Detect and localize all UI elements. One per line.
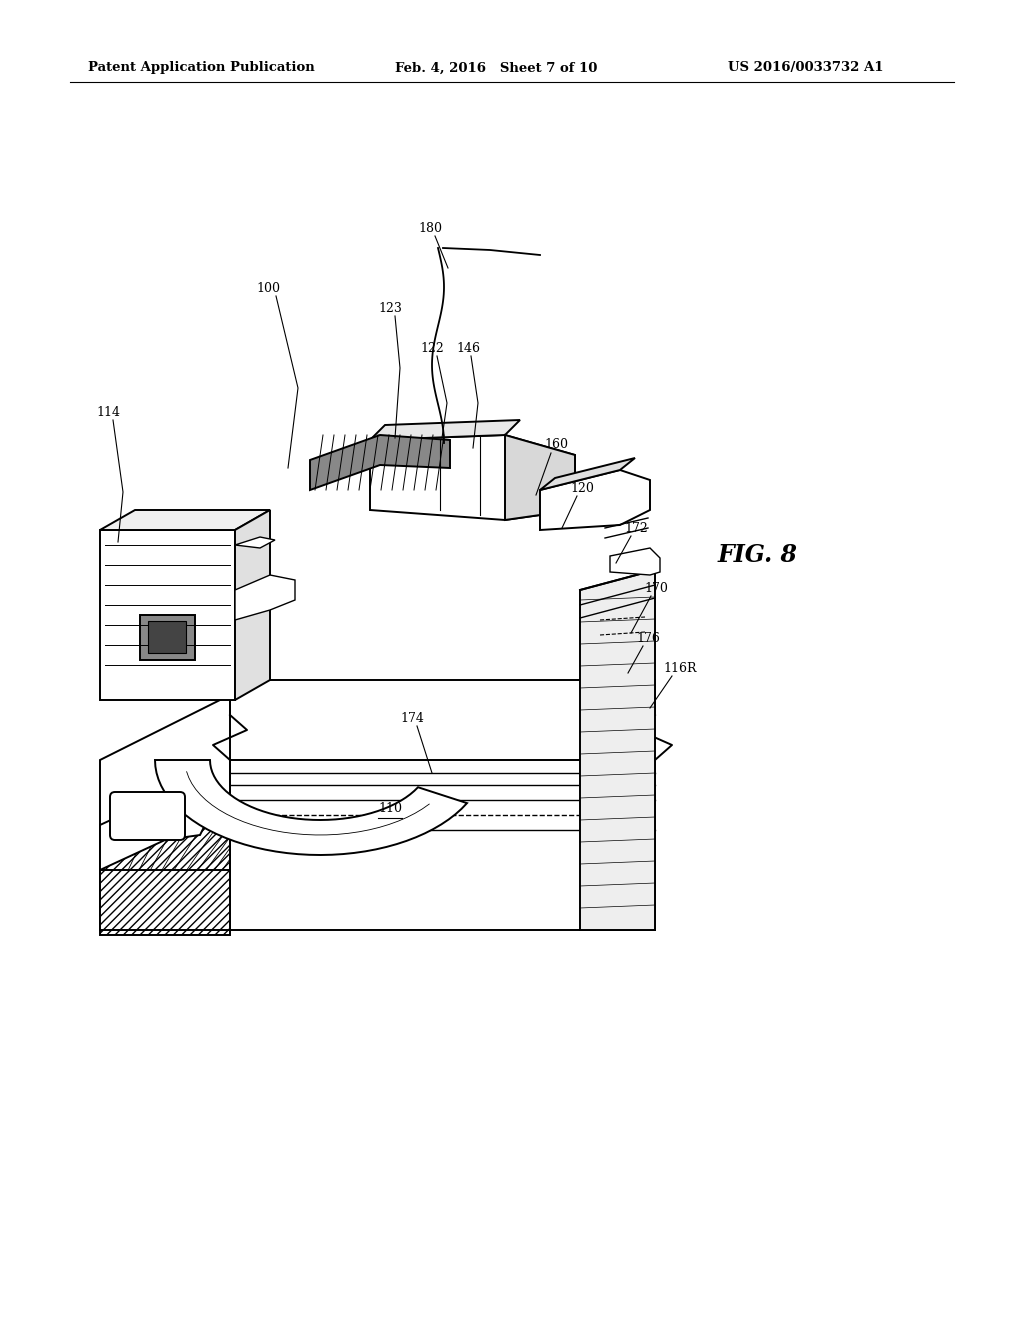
Polygon shape	[234, 510, 270, 700]
Text: 120: 120	[570, 482, 594, 495]
Text: Patent Application Publication: Patent Application Publication	[88, 62, 314, 74]
Polygon shape	[370, 436, 575, 520]
Text: US 2016/0033732 A1: US 2016/0033732 A1	[728, 62, 884, 74]
Polygon shape	[100, 870, 230, 931]
Polygon shape	[100, 795, 210, 870]
Text: 180: 180	[418, 222, 442, 235]
Polygon shape	[100, 800, 230, 935]
Text: 110: 110	[378, 801, 402, 814]
Text: 100: 100	[256, 281, 280, 294]
Text: 160: 160	[544, 438, 568, 451]
Polygon shape	[370, 420, 520, 440]
Text: 123: 123	[378, 301, 402, 314]
Text: 146: 146	[456, 342, 480, 355]
Polygon shape	[234, 576, 295, 620]
Polygon shape	[155, 760, 467, 855]
Polygon shape	[310, 436, 450, 490]
Text: 174: 174	[400, 711, 424, 725]
Text: 116R: 116R	[664, 661, 696, 675]
Polygon shape	[540, 470, 650, 531]
Polygon shape	[100, 510, 270, 531]
Text: 172: 172	[624, 521, 648, 535]
Polygon shape	[610, 548, 660, 576]
Text: 114: 114	[96, 405, 120, 418]
Polygon shape	[505, 436, 575, 520]
Text: 170: 170	[644, 582, 668, 594]
Bar	[148, 620, 186, 653]
Polygon shape	[100, 696, 230, 931]
Polygon shape	[540, 458, 635, 490]
Polygon shape	[100, 531, 234, 700]
FancyBboxPatch shape	[110, 792, 185, 840]
Text: FIG. 8: FIG. 8	[718, 543, 798, 568]
Text: Feb. 4, 2016   Sheet 7 of 10: Feb. 4, 2016 Sheet 7 of 10	[395, 62, 597, 74]
Polygon shape	[234, 537, 275, 548]
Polygon shape	[580, 570, 655, 931]
Bar	[140, 615, 195, 660]
Text: 122: 122	[420, 342, 443, 355]
Text: 176: 176	[636, 631, 659, 644]
